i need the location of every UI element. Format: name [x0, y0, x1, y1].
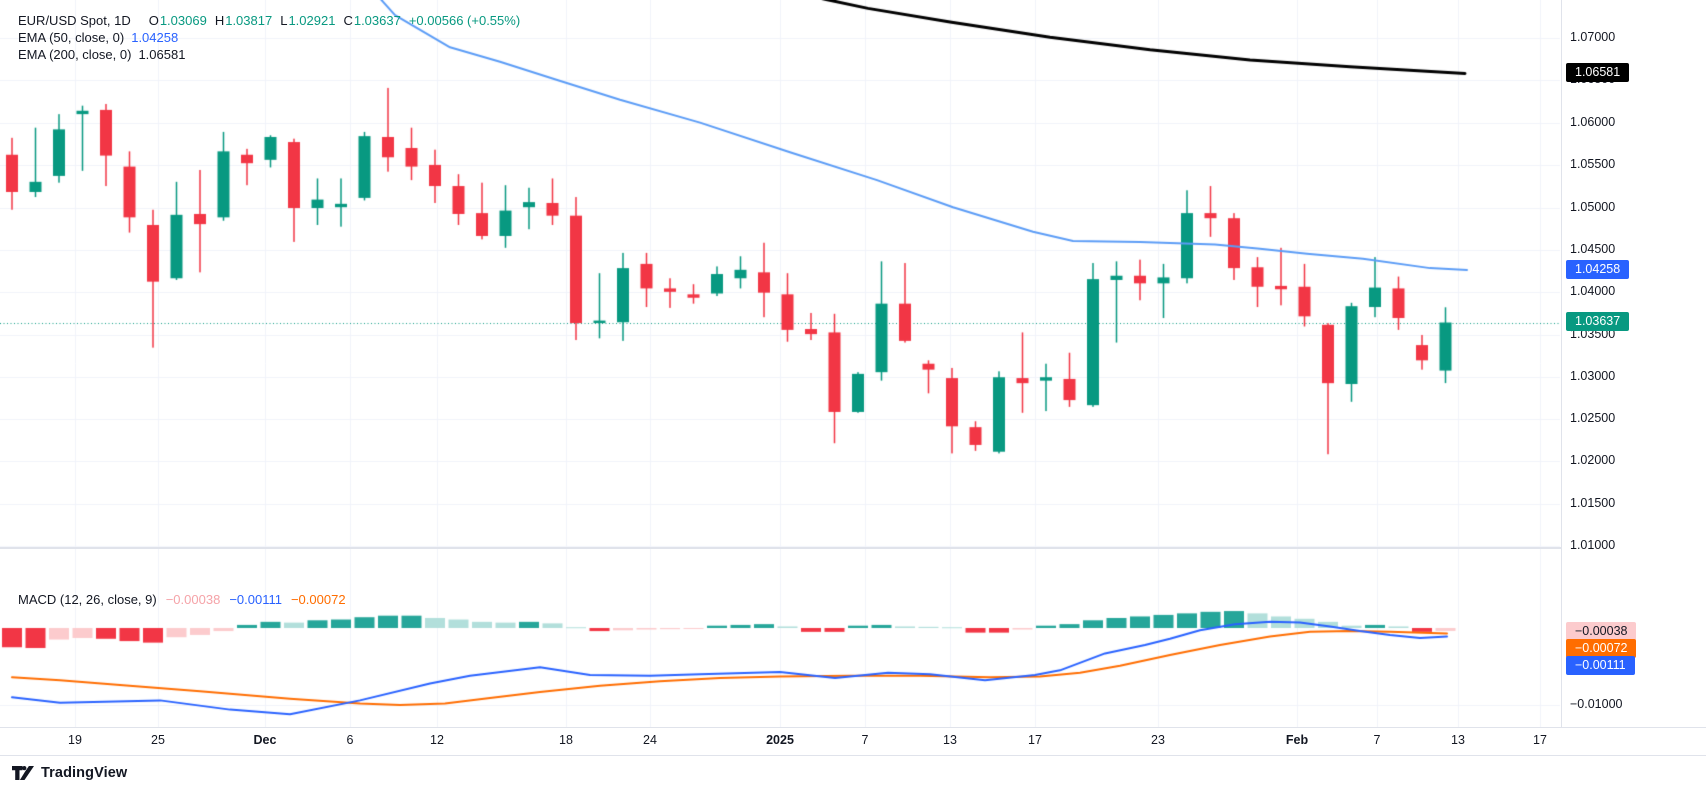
price-axis-label: 1.02000 — [1570, 453, 1616, 467]
macd-hist-tag: −0.00038 — [1566, 622, 1637, 641]
macd-line-tag: −0.00111 — [1566, 656, 1635, 675]
open-key: O — [148, 13, 159, 28]
time-axis-label: 7 — [861, 733, 869, 747]
high-key: H — [214, 13, 225, 28]
price-axis-label: 1.07000 — [1570, 30, 1616, 44]
high-value: 1.03817 — [225, 13, 273, 28]
time-axis-label: 18 — [559, 733, 573, 747]
ema50-value: 1.04258 — [131, 30, 179, 45]
time-axis-label: 2025 — [766, 733, 794, 747]
price-axis-label: 1.01500 — [1570, 496, 1616, 510]
price-axis-label: 1.05000 — [1570, 200, 1616, 214]
macd-line-value: −0.00111 — [229, 592, 282, 607]
price-axis-label: 1.06000 — [1570, 115, 1616, 129]
macd-signal-value: −0.00072 — [290, 592, 346, 607]
time-axis-label: 7 — [1373, 733, 1381, 747]
ema200-value: 1.06581 — [138, 47, 186, 62]
change-value: +0.00566 (+0.55%) — [408, 13, 521, 28]
ema50-price-tag: 1.04258 — [1566, 260, 1630, 279]
time-axis-label: 19 — [68, 733, 82, 747]
time-axis-label: Feb — [1285, 733, 1309, 747]
close-value: 1.03637 — [353, 13, 401, 28]
time-axis-label: 17 — [1028, 733, 1042, 747]
time-axis-label: 13 — [1451, 733, 1465, 747]
price-axis-label: 1.05500 — [1570, 157, 1616, 171]
macd-legend-row[interactable]: MACD (12, 26, close, 9) −0.00038 −0.00111−… — [18, 592, 355, 607]
time-axis-label: 23 — [1151, 733, 1165, 747]
close-key: C — [343, 13, 353, 28]
open-value: 1.03069 — [159, 13, 207, 28]
price-axis[interactable]: 1.070001.065001.060001.055001.050001.045… — [1561, 0, 1706, 755]
ema200-price-tag: 1.06581 — [1566, 63, 1630, 82]
time-axis-label: 17 — [1533, 733, 1547, 747]
ema50-legend-row[interactable]: EMA (50, close, 0) 1.04258 — [18, 29, 520, 46]
macd-label: MACD (12, 26, close, 9) — [18, 592, 157, 607]
macd-signal-tag: −0.00072 — [1566, 639, 1637, 658]
price-axis-label: 1.04000 — [1570, 284, 1616, 298]
last-price-tag: 1.03637 — [1566, 312, 1630, 331]
ema200-legend-row[interactable]: EMA (200, close, 0) 1.06581 — [18, 46, 520, 63]
ema200-label: EMA (200, close, 0) — [18, 47, 132, 62]
ema50-label: EMA (50, close, 0) — [18, 30, 125, 45]
attribution-bar: TradingView — [0, 755, 1706, 790]
macd-axis-label: −0.01000 — [1570, 697, 1623, 711]
time-axis-label: 12 — [430, 733, 444, 747]
tradingview-wordmark[interactable]: TradingView — [41, 765, 128, 781]
time-axis-label: 6 — [346, 733, 354, 747]
symbol-legend-row[interactable]: EUR/USD Spot, 1D O1.03069 H1.03817 L1.02921… — [18, 12, 520, 29]
symbol-title: EUR/USD Spot, 1D — [18, 13, 131, 28]
price-axis-label: 1.02500 — [1570, 411, 1616, 425]
price-axis-label: 1.01000 — [1570, 538, 1616, 552]
price-axis-label: 1.03000 — [1570, 369, 1616, 383]
low-key: L — [280, 13, 288, 28]
legend: EUR/USD Spot, 1D O1.03069 H1.03817 L1.02921… — [18, 12, 520, 63]
time-axis-label: 25 — [151, 733, 165, 747]
time-axis-label: 24 — [643, 733, 657, 747]
tradingview-logo-icon[interactable] — [12, 765, 34, 781]
macd-hist-value: −0.00038 — [165, 592, 221, 607]
pane-separator[interactable] — [0, 547, 1706, 549]
time-axis[interactable]: 19 25 Dec 6 12 18 24 2025 7 13 17 23 Feb 7 13 17 — [0, 727, 1706, 756]
time-axis-label: Dec — [253, 733, 277, 747]
low-value: 1.02921 — [288, 13, 336, 28]
price-axis-label: 1.04500 — [1570, 242, 1616, 256]
time-axis-label: 13 — [943, 733, 957, 747]
